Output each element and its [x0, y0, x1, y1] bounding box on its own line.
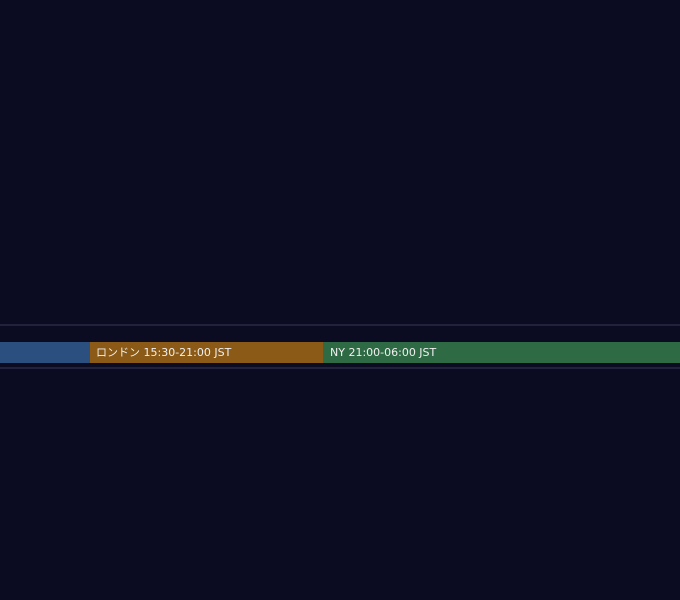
session-label: ロンドン 15:30-21:00 JST: [96, 346, 232, 359]
session-london: [90, 342, 323, 363]
session-label: NY 21:00-06:00 JST: [330, 346, 437, 359]
session-bar: ロンドン 15:30-21:00 JST NY 21:00-06:00 JST: [0, 342, 680, 363]
session-ny: [323, 342, 680, 363]
session-tokyo: [0, 342, 90, 363]
